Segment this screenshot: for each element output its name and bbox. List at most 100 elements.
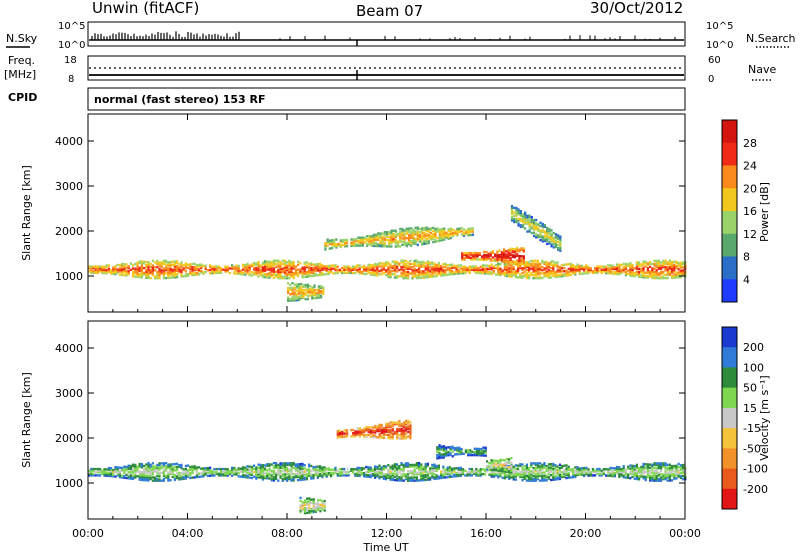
heatmap-cell [409, 427, 412, 430]
heatmap-cell [369, 475, 372, 479]
heatmap-cell [301, 473, 304, 477]
heatmap-cell [143, 464, 146, 468]
heatmap-cell [305, 470, 308, 473]
heatmap-cell [559, 244, 562, 248]
heatmap-cell [261, 473, 264, 476]
heatmap-cell [173, 263, 176, 266]
heatmap-cell [497, 270, 500, 273]
heatmap-cell [534, 273, 537, 277]
heatmap-cell [521, 214, 525, 218]
heatmap-cell [393, 260, 396, 264]
heatmap-cell [270, 475, 273, 479]
heatmap-cell [585, 264, 588, 267]
heatmap-cell [289, 297, 292, 301]
heatmap-cell [261, 478, 264, 481]
heatmap-cell [457, 265, 460, 269]
heatmap-cell [415, 477, 418, 481]
heatmap-cell [400, 437, 403, 440]
heatmap-cell [103, 270, 106, 273]
heatmap-cell [333, 240, 336, 243]
heatmap-cell [469, 258, 473, 261]
heatmap-cell [460, 230, 463, 233]
heatmap-cell [347, 271, 350, 275]
heatmap-cell [624, 470, 627, 473]
heatmap-cell [407, 435, 410, 438]
heatmap-cell [255, 477, 258, 480]
heatmap-cell [116, 469, 119, 472]
heatmap-cell [305, 476, 308, 479]
heatmap-cell [651, 474, 654, 477]
heatmap-cell [565, 271, 568, 274]
heatmap-cell [622, 471, 625, 474]
heatmap-cell [622, 262, 625, 265]
heatmap-cell [657, 259, 660, 263]
heatmap-cell [279, 463, 282, 467]
heatmap-cell [341, 243, 345, 247]
heatmap-cell [438, 234, 441, 238]
heatmap-cell [235, 264, 238, 267]
heatmap-cell [250, 470, 253, 473]
heatmap-cell [451, 467, 454, 470]
heatmap-cell [442, 448, 446, 451]
heatmap-cell [662, 474, 665, 478]
heatmap-cell [404, 437, 408, 440]
heatmap-cell [308, 465, 311, 468]
heatmap-cell [374, 470, 377, 473]
heatmap-cell [290, 473, 293, 476]
heatmap-cell [391, 437, 394, 440]
heatmap-cell [446, 267, 449, 270]
heatmap-cell [675, 477, 678, 480]
heatmap-cell [425, 234, 428, 237]
heatmap-cell [149, 466, 152, 470]
heatmap-cell [475, 453, 479, 457]
heatmap-cell [651, 276, 654, 280]
heatmap-cell [470, 471, 473, 474]
heatmap-cell [390, 234, 393, 237]
heatmap-cell [492, 468, 495, 472]
heatmap-cell [283, 264, 286, 267]
heatmap-cell [116, 268, 119, 271]
heatmap-cell [557, 248, 560, 251]
heatmap-cell [447, 446, 450, 449]
heatmap-cell [458, 448, 461, 451]
heatmap-cell [394, 235, 397, 239]
heatmap-cell [410, 230, 413, 233]
heatmap-cell [509, 258, 512, 262]
heatmap-cell [402, 423, 405, 426]
heatmap-cell [618, 470, 621, 474]
heatmap-cell [211, 474, 214, 477]
heatmap-cell [209, 265, 212, 269]
heatmap-cell [287, 290, 290, 293]
heatmap-cell [407, 230, 411, 233]
heatmap-cell [360, 471, 363, 475]
heatmap-cell [286, 468, 289, 471]
heatmap-cell [162, 259, 165, 263]
heatmap-cell [552, 238, 555, 241]
heatmap-cell [508, 477, 511, 480]
heatmap-cell [96, 469, 99, 472]
heatmap-cell [655, 276, 658, 280]
heatmap-cell [286, 277, 289, 280]
heatmap-cell [465, 229, 468, 232]
heatmap-cell [311, 290, 314, 294]
heatmap-cell [293, 296, 296, 299]
heatmap-cell [396, 267, 399, 270]
heatmap-cell [156, 463, 159, 467]
heatmap-cell [290, 468, 293, 471]
heatmap-cell [345, 472, 348, 475]
heatmap-cell [224, 474, 227, 477]
heatmap-cell [378, 425, 381, 428]
heatmap-cell [534, 463, 537, 467]
heatmap-cell [516, 248, 519, 251]
heatmap-cell [499, 474, 502, 478]
heatmap-cell [376, 428, 379, 431]
heatmap-cell [543, 461, 546, 465]
heatmap-cell [418, 240, 422, 243]
heatmap-cell [546, 226, 549, 230]
heatmap-cell [105, 264, 108, 267]
heatmap-cell [314, 269, 317, 272]
heatmap-cell [248, 471, 251, 475]
heatmap-cell [244, 469, 247, 473]
heatmap-cell [660, 266, 663, 269]
heatmap-cell [363, 267, 366, 271]
